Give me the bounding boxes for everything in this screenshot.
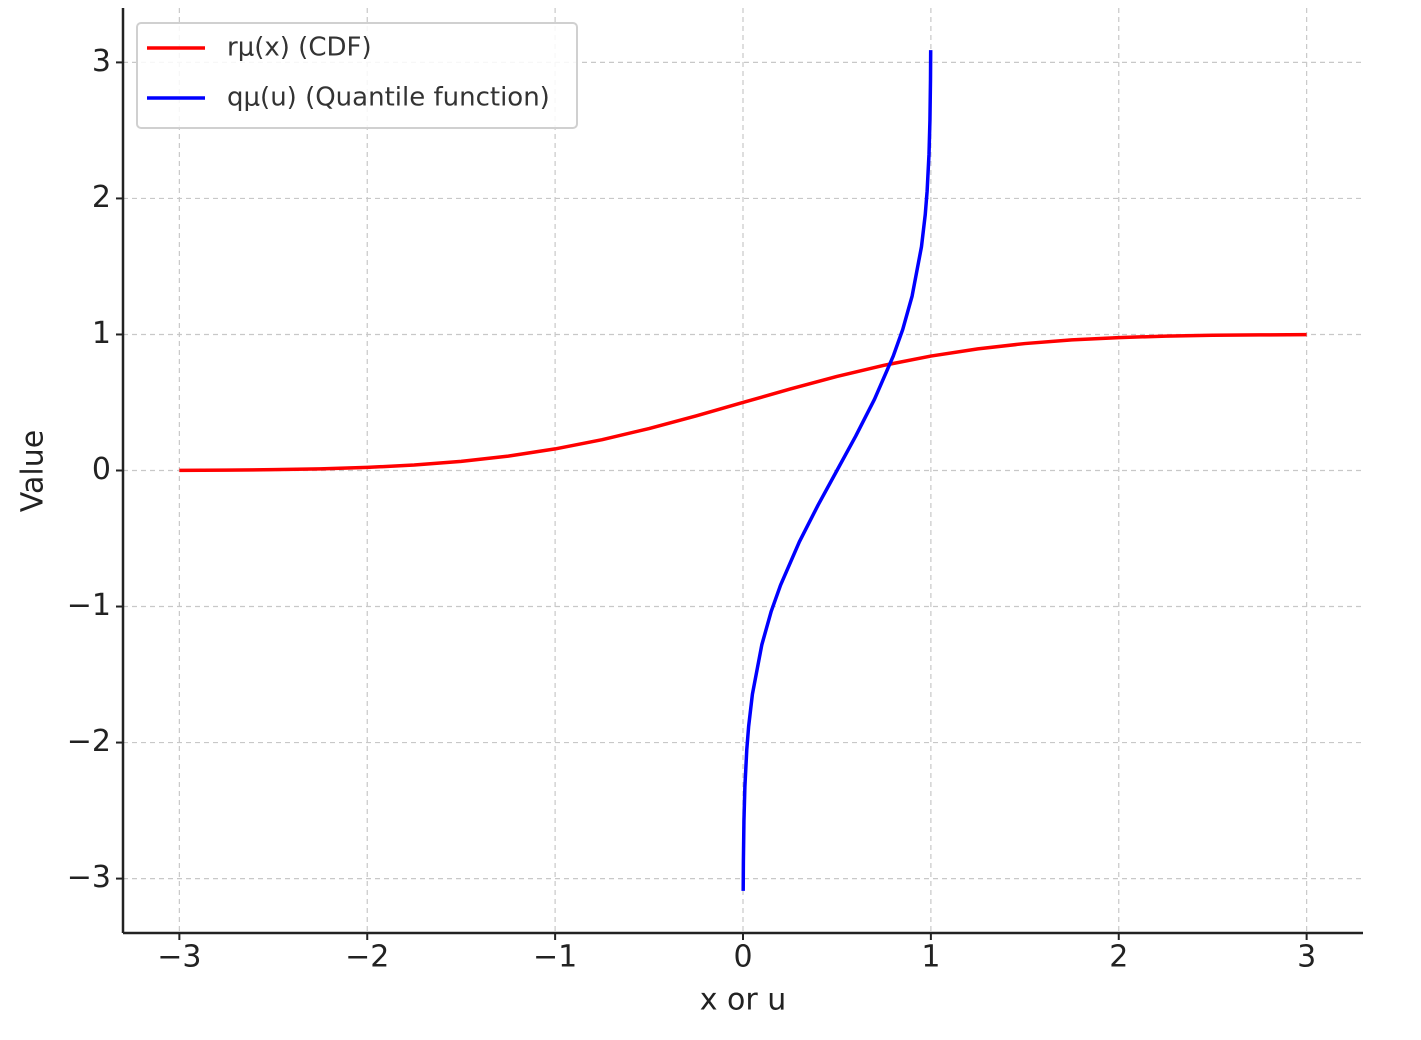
y-tick-label: −2	[67, 724, 111, 759]
y-tick-label: −3	[67, 860, 111, 895]
y-tick-label: 3	[92, 44, 111, 79]
x-tick-label: 2	[1109, 940, 1128, 975]
x-tick-label: −3	[157, 940, 201, 975]
y-axis-label: Value	[16, 430, 51, 512]
series-line	[741, 50, 933, 891]
x-tick-label: 0	[733, 940, 752, 975]
x-axis-label: x or u	[700, 983, 787, 1018]
x-tick-label: 3	[1297, 940, 1316, 975]
y-tick-label: 0	[92, 452, 111, 487]
y-tick-label: 2	[92, 180, 111, 215]
y-tick-label: 1	[92, 316, 111, 351]
series-line	[179, 332, 1307, 473]
x-tick-label: 1	[921, 940, 940, 975]
legend-box	[136, 22, 578, 129]
legend-label: rμ(x) (CDF)	[227, 33, 372, 63]
legend-label: qμ(u) (Quantile function)	[227, 83, 550, 113]
y-tick-label: −1	[67, 588, 111, 623]
x-tick-label: −2	[345, 940, 389, 975]
x-tick-label: −1	[533, 940, 577, 975]
